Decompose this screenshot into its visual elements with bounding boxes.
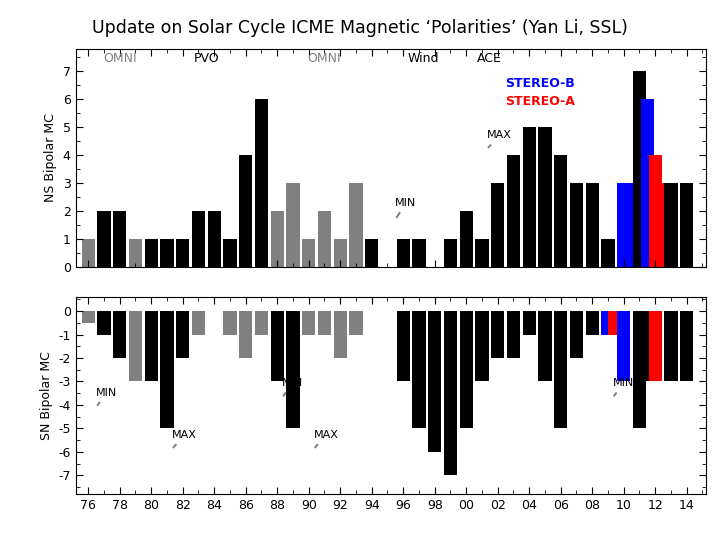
Bar [680, 311, 693, 381]
Bar [113, 211, 127, 267]
Text: PVO: PVO [194, 52, 219, 65]
Text: Update on Solar Cycle ICME Magnetic ‘Polarities’ (Yan Li, SSL): Update on Solar Cycle ICME Magnetic ‘Pol… [92, 19, 628, 37]
Bar [554, 155, 567, 267]
Bar [413, 239, 426, 267]
Bar [649, 155, 662, 267]
Bar [601, 239, 615, 267]
Y-axis label: NS Bipolar MC: NS Bipolar MC [44, 113, 57, 202]
Bar [475, 239, 489, 267]
Bar [459, 211, 473, 267]
Bar [617, 311, 631, 381]
Bar [302, 239, 315, 267]
Bar [271, 211, 284, 267]
Bar [397, 239, 410, 267]
Text: MAX: MAX [171, 430, 197, 448]
Text: OMNI: OMNI [103, 52, 137, 65]
Bar [413, 311, 426, 428]
Bar [145, 311, 158, 381]
Bar [223, 239, 237, 267]
Bar [649, 311, 662, 381]
Bar [239, 311, 253, 358]
Bar [192, 311, 205, 335]
Bar [287, 183, 300, 267]
Bar [491, 183, 505, 267]
Bar [287, 311, 300, 428]
Text: STEREO-A: STEREO-A [505, 96, 575, 109]
Bar [475, 311, 489, 381]
Y-axis label: SN Bipolar MC: SN Bipolar MC [40, 351, 53, 440]
Bar [129, 311, 142, 381]
Bar [365, 239, 379, 267]
Bar [539, 127, 552, 267]
Bar [255, 311, 268, 335]
Bar [333, 311, 347, 358]
Text: MIN: MIN [613, 378, 634, 396]
Bar [176, 239, 189, 267]
Bar [680, 183, 693, 267]
Bar [81, 239, 95, 267]
Bar [97, 311, 111, 335]
Text: MAX: MAX [313, 430, 338, 448]
Text: ACE: ACE [477, 52, 503, 65]
Bar [539, 311, 552, 381]
Bar [608, 311, 621, 335]
Bar [570, 183, 583, 267]
Bar [570, 311, 583, 358]
Bar [145, 239, 158, 267]
Bar [633, 71, 646, 267]
Bar [585, 311, 599, 335]
Bar [176, 311, 189, 358]
Bar [302, 311, 315, 335]
Text: MIN: MIN [282, 378, 303, 396]
Text: MIN: MIN [395, 198, 417, 217]
Bar [192, 211, 205, 267]
Bar [223, 311, 237, 335]
Text: MIN: MIN [96, 388, 117, 405]
Bar [523, 311, 536, 335]
Bar [428, 311, 441, 452]
Bar [161, 239, 174, 267]
Bar [271, 311, 284, 381]
Bar [349, 311, 363, 335]
Bar [507, 311, 520, 358]
Bar [255, 99, 268, 267]
Bar [523, 127, 536, 267]
Bar [161, 311, 174, 428]
Bar [601, 311, 615, 335]
Bar [624, 183, 636, 267]
Bar [318, 311, 331, 335]
Bar [585, 183, 599, 267]
Bar [318, 211, 331, 267]
Bar [633, 311, 646, 428]
Bar [617, 183, 631, 267]
Bar [507, 155, 520, 267]
Text: Wind: Wind [408, 52, 439, 65]
Bar [113, 311, 127, 358]
Bar [129, 239, 142, 267]
Bar [239, 155, 253, 267]
Text: STEREO-B: STEREO-B [505, 77, 575, 90]
Bar [81, 311, 95, 323]
Bar [397, 311, 410, 381]
Bar [444, 311, 457, 475]
Bar [459, 311, 473, 428]
Bar [207, 211, 221, 267]
Bar [554, 311, 567, 428]
Bar [641, 311, 654, 381]
Bar [665, 311, 678, 381]
Bar [333, 239, 347, 267]
Bar [665, 183, 678, 267]
Bar [97, 211, 111, 267]
Text: OMNI: OMNI [307, 52, 341, 65]
Bar [641, 99, 654, 267]
Bar [444, 239, 457, 267]
Bar [654, 183, 668, 267]
Bar [491, 311, 505, 358]
Bar [349, 183, 363, 267]
Text: MAX: MAX [487, 130, 511, 147]
